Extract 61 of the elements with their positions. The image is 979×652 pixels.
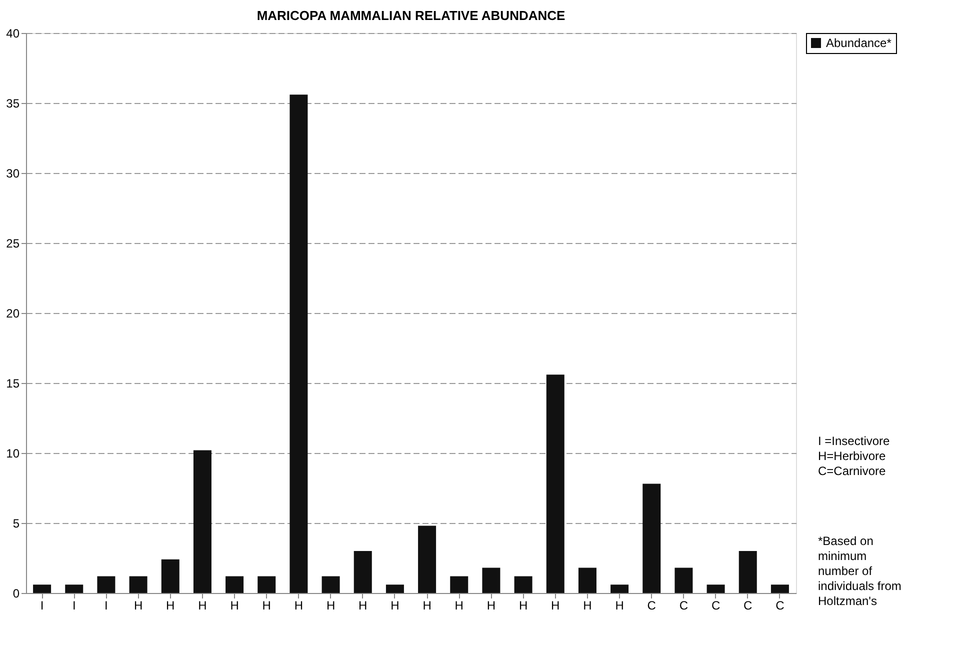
- x-tick-label: H: [390, 598, 400, 612]
- bar: [674, 568, 693, 593]
- bar: [610, 584, 629, 593]
- y-tick-label: 25: [6, 236, 20, 250]
- bar: [642, 484, 661, 593]
- x-tick-label: C: [647, 598, 656, 612]
- bar: [514, 576, 532, 593]
- x-tick-label: H: [583, 598, 592, 612]
- bar: [226, 576, 244, 593]
- x-tick-label: H: [230, 598, 239, 612]
- bar: [322, 576, 340, 593]
- legend-label: Abundance*: [826, 36, 892, 50]
- x-tick-label: H: [262, 598, 271, 612]
- chart-title: MARICOPA MAMMALIAN RELATIVE ABUNDANCE: [256, 8, 566, 23]
- bar: [161, 559, 180, 593]
- y-tick-label: 20: [6, 306, 20, 320]
- bar: [258, 576, 276, 593]
- x-tick-label: C: [776, 598, 785, 612]
- y-tick-label: 15: [6, 376, 20, 390]
- x-tick-label: H: [294, 598, 304, 612]
- y-tick-label: 40: [6, 26, 20, 40]
- y-tick-label: 10: [6, 446, 20, 460]
- bar: [450, 576, 468, 593]
- x-tick-label: H: [486, 598, 496, 612]
- bar: [97, 576, 116, 593]
- bar: [706, 584, 725, 593]
- y-tick-label: 0: [12, 586, 20, 600]
- bar: [418, 526, 436, 593]
- y-tick-label: 30: [6, 166, 20, 180]
- text: I =Insectivore H=Herbivore C=Carnivore: [818, 434, 890, 478]
- x-tick-label: I: [72, 598, 76, 612]
- bar: [482, 568, 500, 593]
- y-tick-label: 5: [12, 516, 20, 530]
- x-tick-label: H: [518, 598, 528, 612]
- x-tick-label: I: [104, 598, 108, 612]
- x-tick-label: H: [166, 598, 175, 612]
- x-tick-label: I: [40, 598, 44, 612]
- x-tick-label: H: [454, 598, 464, 612]
- bar: [33, 584, 52, 593]
- bar: [578, 568, 596, 593]
- x-tick-label: H: [551, 598, 560, 612]
- text: *Based on minimum number of individuals from Holtzman's: [818, 534, 902, 608]
- x-tick-label: H: [198, 598, 207, 612]
- x-tick-label: C: [679, 598, 688, 612]
- x-tick-label: C: [711, 598, 720, 612]
- bar: [770, 584, 789, 593]
- bar: [738, 551, 757, 593]
- bar: [129, 576, 148, 593]
- bar: [354, 551, 372, 593]
- bar: [386, 584, 404, 593]
- x-tick-label: H: [615, 598, 624, 612]
- y-tick-label: 35: [6, 96, 20, 110]
- bar: [193, 450, 212, 593]
- x-tick-label: C: [744, 598, 753, 612]
- x-tick-label: H: [134, 598, 143, 612]
- bar: [546, 374, 564, 593]
- bar: [65, 584, 84, 593]
- bar: [290, 94, 308, 593]
- x-tick-label: H: [422, 598, 432, 612]
- x-tick-label: H: [326, 598, 336, 612]
- x-tick-label: H: [358, 598, 368, 612]
